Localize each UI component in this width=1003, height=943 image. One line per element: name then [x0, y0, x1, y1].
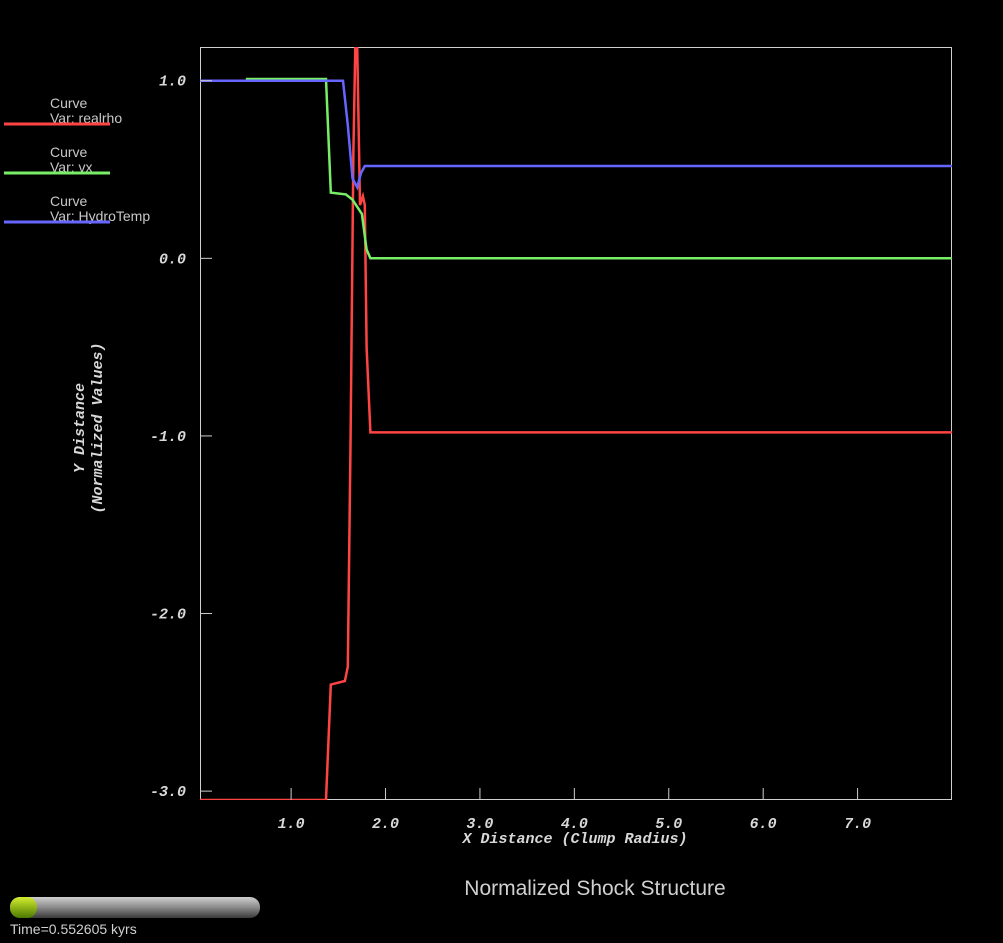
time-label: Time=0.552605 kyrs	[10, 921, 137, 937]
y-axis-title-line: (Normalized Values)	[90, 342, 107, 513]
legend-label: Var: HydroTemp	[50, 208, 150, 224]
legend-label: Var: realrho	[50, 110, 122, 126]
series-line	[245, 77, 952, 260]
x-tick-label: 2.0	[372, 816, 399, 833]
series-line	[200, 79, 952, 191]
y-axis-title: Y Distance (Normalized Values)	[72, 342, 107, 513]
y-tick-label: 0.0	[159, 251, 186, 268]
chart-title: Normalized Shock Structure	[464, 877, 725, 900]
time-slider	[10, 897, 260, 918]
legend-header: Curve	[50, 193, 88, 209]
x-axis-title: X Distance (Clump Radius)	[461, 831, 687, 848]
x-tick-label: 4.0	[561, 816, 588, 833]
x-tick-label: 7.0	[844, 816, 871, 833]
series-line	[200, 47, 952, 800]
legend-label: Var: vx	[50, 159, 93, 175]
legend-header: Curve	[50, 144, 88, 160]
x-tick-label: 5.0	[655, 816, 682, 833]
plot-area	[200, 47, 952, 800]
y-tick-label: -1.0	[150, 429, 186, 446]
x-tick-label: 3.0	[466, 816, 493, 833]
y-axis-title-line: Y Distance	[72, 383, 89, 473]
y-tick-label: 1.0	[159, 74, 186, 91]
x-tick-label: 1.0	[278, 816, 305, 833]
time-slider-fill	[10, 897, 37, 918]
y-tick-label: -2.0	[150, 607, 186, 624]
legend-header: Curve	[50, 95, 88, 111]
x-tick-label: 6.0	[750, 816, 777, 833]
y-tick-label: -3.0	[150, 784, 186, 801]
plot-frame	[200, 47, 952, 800]
